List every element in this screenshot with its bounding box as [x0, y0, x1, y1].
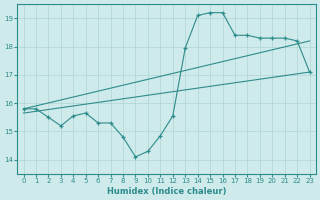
- X-axis label: Humidex (Indice chaleur): Humidex (Indice chaleur): [107, 187, 226, 196]
